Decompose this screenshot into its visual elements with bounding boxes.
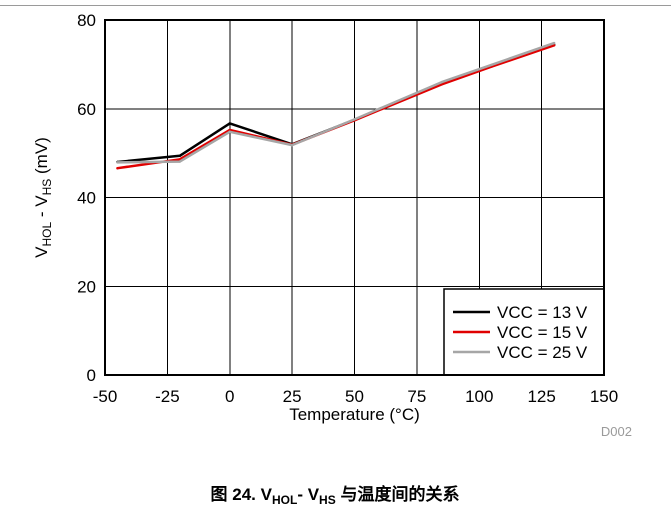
x-tick-label: 75 xyxy=(407,387,426,406)
x-tick-label: 125 xyxy=(527,387,555,406)
y-tick-label: 40 xyxy=(77,189,96,208)
data-point-vcc-13-v xyxy=(178,154,181,157)
data-point-vcc-25-v xyxy=(178,160,181,163)
x-tick-label: 25 xyxy=(283,387,302,406)
legend-label: VCC = 13 V xyxy=(497,303,588,322)
data-point-vcc-15-v xyxy=(116,167,119,170)
legend-label: VCC = 25 V xyxy=(497,343,588,362)
x-tick-label: 0 xyxy=(225,387,234,406)
caption-subscript: HS xyxy=(319,493,336,507)
series-lines xyxy=(116,41,556,170)
y-axis-label-part: - V xyxy=(32,195,51,222)
caption-subscript: HOL xyxy=(272,493,297,507)
caption-part: 图 24. V xyxy=(211,485,273,504)
x-tick-labels: -50 -25 0 25 50 75 100 125 150 xyxy=(93,387,618,406)
y-tick-label: 80 xyxy=(77,11,96,30)
y-axis-label: VHOL - VHS (mV) xyxy=(32,137,54,258)
data-point-vcc-15-v xyxy=(552,44,556,47)
y-tick-labels: 0 20 40 60 80 xyxy=(77,11,96,385)
caption-part: - V xyxy=(297,485,319,504)
data-point-vcc-25-v xyxy=(552,41,556,45)
figure-id: D002 xyxy=(601,424,632,439)
figure-caption: 图 24. VHOL- VHS 与温度间的关系 xyxy=(211,484,460,507)
x-tick-label: -50 xyxy=(93,387,118,406)
data-point-vcc-25-v xyxy=(290,143,294,147)
x-tick-label: 50 xyxy=(345,387,364,406)
y-axis-label-subscript: HS xyxy=(40,179,54,196)
data-point-vcc-15-v xyxy=(228,128,231,132)
y-tick-label: 20 xyxy=(77,277,96,296)
x-tick-label: -25 xyxy=(155,387,180,406)
plot-border xyxy=(104,19,605,376)
legend-entry-vcc-13-v: VCC = 13 V xyxy=(453,303,588,322)
data-point-vcc-25-v xyxy=(490,63,493,66)
legend-entry-vcc-25-v: VCC = 25 V xyxy=(453,343,588,362)
grid-lines xyxy=(105,20,604,375)
y-axis-label-subscript: HOL xyxy=(40,222,54,247)
y-axis-label-part: V xyxy=(32,246,51,258)
caption-part: 与温度间的关系 xyxy=(336,484,460,504)
data-point-vcc-25-v xyxy=(228,130,231,133)
series-line-vcc-25-v xyxy=(116,41,556,164)
y-tick-label: 0 xyxy=(87,366,96,385)
data-point-vcc-25-v xyxy=(353,118,356,121)
data-point-vcc-25-v xyxy=(440,80,443,84)
y-tick-label: 60 xyxy=(77,100,96,119)
data-point-vcc-25-v xyxy=(116,161,119,164)
x-axis-label: Temperature (°C) xyxy=(289,405,420,424)
data-point-vcc-13-v xyxy=(228,122,231,125)
legend-label: VCC = 15 V xyxy=(497,323,588,342)
x-tick-label: 150 xyxy=(590,387,618,406)
legend-entry-vcc-15-v: VCC = 15 V xyxy=(453,323,588,342)
y-axis-label-part: (mV) xyxy=(32,137,51,179)
x-tick-label: 100 xyxy=(465,387,493,406)
